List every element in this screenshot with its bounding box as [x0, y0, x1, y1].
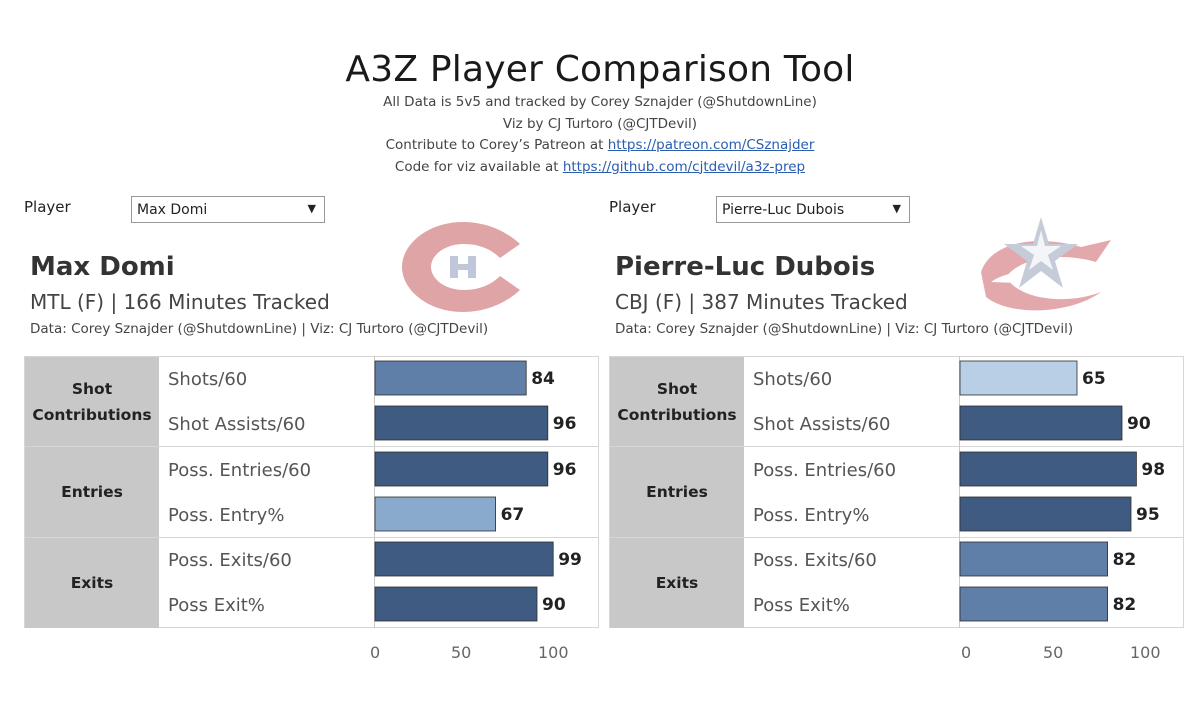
metric-label-entries: Poss. Entries/60 [168, 460, 312, 481]
metric-label-exit-pct: Poss Exit% [168, 595, 265, 616]
bar-value-label: 90 [1127, 414, 1151, 434]
bar-value-label: 82 [1113, 550, 1137, 570]
player-label: Player [24, 198, 71, 216]
github-link[interactable]: https://github.com/cjtdevil/a3z-prep [562, 158, 806, 175]
bar-shot-assists-60 [374, 405, 549, 441]
player-select-value: Pierre-Luc Dubois [722, 202, 845, 218]
bar-value-label: 84 [531, 369, 555, 389]
player-meta: MTL (F) | 166 Minutes Tracked [30, 290, 330, 314]
metric-label-entries: Poss. Entries/60 [753, 460, 897, 481]
row-divider [610, 446, 1183, 447]
player-credit: Data: Corey Sznajder (@ShutdownLine) | V… [615, 321, 1074, 337]
axis-tick: 0 [370, 643, 381, 662]
bar-poss-exit- [374, 586, 538, 622]
bar-shots-60 [959, 360, 1078, 396]
blue-jackets-logo-icon [981, 217, 1111, 311]
subtitle-code: Code for viz available at https://github… [394, 158, 806, 175]
bar-poss-entry- [959, 496, 1132, 532]
bar-shot-assists-60 [959, 405, 1123, 441]
player-credit: Data: Corey Sznajder (@ShutdownLine) | V… [30, 321, 489, 337]
bar-value-label: 96 [553, 414, 577, 434]
axis-tick: 0 [961, 643, 972, 662]
bar-poss-entries-60 [374, 451, 549, 487]
bar-poss-exit- [959, 586, 1109, 622]
bar-poss-entries-60 [959, 451, 1137, 487]
row-divider [25, 446, 598, 447]
bar-value-label: 98 [1141, 460, 1165, 480]
player-panel-left: Player Max Domi ▼ Max Domi MTL (F) | 166… [24, 192, 604, 672]
metric-label-shot-assists: Shot Assists/60 [753, 414, 891, 435]
metric-label-shot-assists: Shot Assists/60 [168, 414, 306, 435]
player-select-left[interactable]: Max Domi ▼ [131, 196, 325, 223]
bar-poss-exits-60 [374, 541, 554, 577]
stats-table: Shot Contributions Entries Exits Shots/6… [609, 356, 1184, 628]
dropdown-caret-icon: ▼ [892, 202, 901, 215]
subtitle-patreon: Contribute to Corey’s Patreon at https:/… [385, 137, 815, 153]
canadiens-logo-icon [402, 222, 520, 312]
group-entries: Entries [25, 447, 159, 537]
metric-label-exit-pct: Poss Exit% [753, 595, 850, 616]
subtitle-data-source: All Data is 5v5 and tracked by Corey Szn… [383, 94, 817, 110]
bar-chart-left: 84 96 96 67 99 90 [374, 356, 582, 628]
row-divider [610, 537, 1183, 538]
metric-label-shots: Shots/60 [168, 369, 248, 390]
metric-label-shots: Shots/60 [753, 369, 833, 390]
patreon-link[interactable]: https://patreon.com/CSznajder [607, 137, 815, 153]
bar-value-label: 99 [558, 550, 582, 570]
bar-poss-entry- [374, 496, 496, 532]
bar-value-label: 67 [501, 505, 525, 525]
group-exits: Exits [25, 538, 159, 628]
bar-shots-60 [374, 360, 527, 396]
metric-label-entry-pct: Poss. Entry% [753, 505, 870, 526]
axis-tick: 50 [451, 643, 472, 662]
bar-value-label: 95 [1136, 505, 1160, 525]
bar-value-label: 90 [542, 595, 566, 615]
group-exits: Exits [610, 538, 744, 628]
bar-value-label: 96 [553, 460, 577, 480]
axis-tick: 100 [1130, 643, 1161, 662]
metric-label-entry-pct: Poss. Entry% [168, 505, 285, 526]
player-select-right[interactable]: Pierre-Luc Dubois ▼ [716, 196, 910, 223]
player-panel-right: Player Pierre-Luc Dubois ▼ Pierre-Luc Du… [609, 192, 1189, 672]
group-shot-contributions: Shot Contributions [25, 357, 159, 446]
dropdown-caret-icon: ▼ [307, 202, 316, 215]
group-shot-contributions: Shot Contributions [610, 357, 744, 446]
player-label: Player [609, 198, 656, 216]
player-meta: CBJ (F) | 387 Minutes Tracked [615, 290, 908, 314]
axis-tick: 50 [1043, 643, 1064, 662]
page-title: A3Z Player Comparison Tool [345, 49, 855, 90]
metric-label-exits: Poss. Exits/60 [168, 550, 292, 571]
group-entries: Entries [610, 447, 744, 537]
bar-chart-right: 65 90 98 95 82 82 [959, 356, 1165, 628]
stats-table: Shot Contributions Entries Exits Shots/6… [24, 356, 599, 628]
player-select-value: Max Domi [137, 202, 208, 218]
axis-tick: 100 [538, 643, 569, 662]
player-name: Max Domi [30, 252, 175, 282]
player-name: Pierre-Luc Dubois [615, 252, 876, 282]
bar-value-label: 65 [1082, 369, 1106, 389]
subtitle-viz-credit: Viz by CJ Turtoro (@CJTDevil) [502, 115, 698, 132]
row-divider [25, 537, 598, 538]
bar-value-label: 82 [1113, 595, 1137, 615]
header: A3Z Player Comparison Tool All Data is 5… [0, 48, 1200, 178]
metric-label-exits: Poss. Exits/60 [753, 550, 877, 571]
bar-poss-exits-60 [959, 541, 1109, 577]
